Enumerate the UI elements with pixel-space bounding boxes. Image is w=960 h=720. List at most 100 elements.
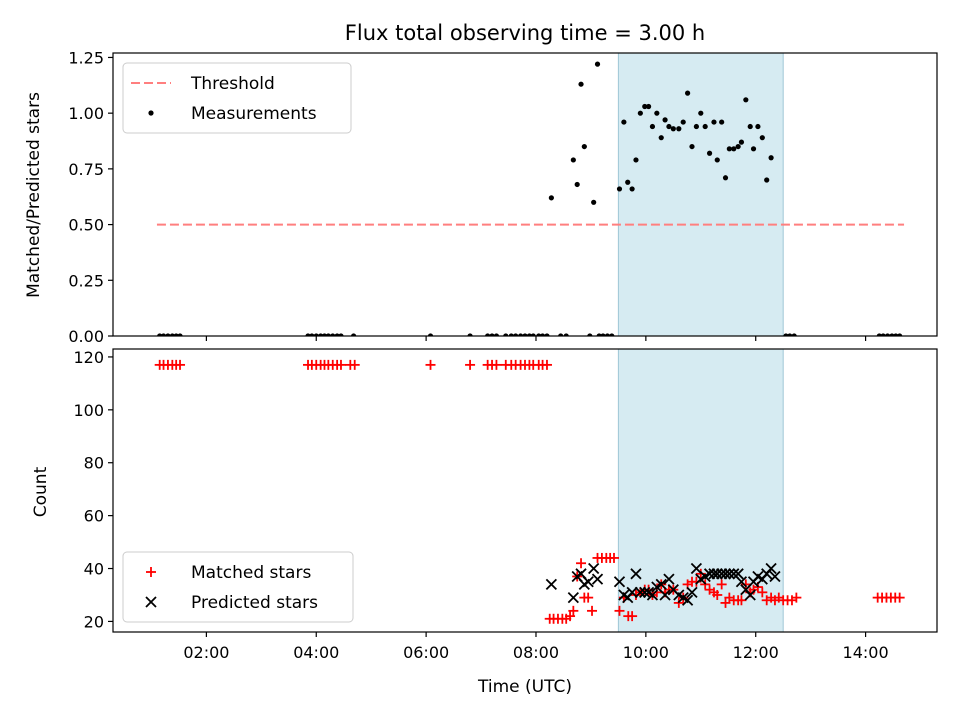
measurement-point	[726, 146, 732, 152]
matched-stars-point	[740, 579, 751, 590]
chart-title: Flux total observing time = 3.00 h	[345, 21, 705, 45]
axes-frame	[112, 52, 938, 337]
measurement-point	[750, 146, 757, 152]
measurement-point	[351, 333, 357, 336]
count-y-axis-label: Count	[31, 466, 51, 517]
x-b	[690, 562, 703, 575]
measurement-point	[706, 150, 713, 156]
predicted-stars-point	[765, 562, 777, 575]
measurement-point	[685, 90, 691, 96]
predicted-stars-point	[655, 578, 667, 591]
measurement-point	[621, 119, 627, 125]
measurement-point	[743, 97, 749, 103]
predicted-stars-point	[744, 589, 756, 601]
legend-box	[122, 551, 354, 623]
predicted-stars-point	[582, 576, 594, 588]
matched-stars-point	[541, 359, 552, 370]
y-tick-label: 0.50	[68, 216, 104, 235]
matched-stars-point	[335, 359, 346, 370]
measurement-point	[876, 333, 882, 336]
predicted-stars-point	[681, 594, 694, 606]
ratio-panel: 0.00 0.25 0.50 0.75 1.00 1.25 Threshold Measure…	[68, 48, 938, 346]
measurement-point	[680, 119, 686, 125]
y-tick-label: 20	[84, 612, 104, 631]
measurement-point	[485, 333, 491, 336]
plot-area	[154, 359, 905, 624]
measurement-point	[544, 333, 550, 336]
x-b	[588, 562, 600, 575]
axes-frame	[112, 348, 938, 633]
measurement-point	[574, 181, 580, 188]
legend-x-b	[145, 596, 157, 608]
measurement-point	[689, 143, 695, 150]
measurement-point	[548, 195, 554, 201]
measurement-point	[313, 333, 319, 336]
measurement-point	[738, 139, 745, 145]
x-b	[732, 568, 744, 580]
matched-stars-point	[583, 592, 594, 603]
matched-stars-point	[175, 359, 186, 370]
predicted-stars-point	[591, 573, 604, 585]
x-b	[673, 589, 685, 601]
measurement-point	[177, 333, 183, 336]
measurement-point	[666, 123, 672, 130]
measurement-point	[735, 143, 741, 150]
legend-label: Predicted stars	[191, 593, 318, 613]
measurement-point	[169, 333, 175, 336]
measurement-point	[427, 333, 434, 336]
measurement-point	[722, 175, 729, 181]
measurement-point	[747, 123, 753, 130]
matched-stars-point	[425, 359, 436, 370]
measurement-point	[305, 333, 311, 336]
measurement-point	[508, 333, 514, 336]
x-b	[744, 589, 756, 601]
measurement-point	[889, 333, 895, 336]
measurement-point	[702, 123, 708, 130]
predicted-stars-point	[630, 568, 642, 580]
y-tick-label: 0.00	[68, 327, 104, 346]
x-b	[711, 568, 723, 580]
predicted-stars-point	[732, 568, 744, 580]
measurement-point	[596, 333, 602, 336]
measurement-point	[518, 333, 524, 336]
predicted-stars-point	[719, 568, 732, 580]
x-b	[655, 578, 667, 591]
measurement-point	[711, 119, 717, 125]
predicted-stars-point	[646, 589, 659, 601]
measurement-point	[503, 333, 509, 336]
y-tick-label: 60	[84, 507, 104, 526]
y-tick-label: 1.25	[68, 48, 104, 67]
x-b	[639, 586, 651, 598]
x-tick-label: 02:00	[183, 643, 229, 662]
x-b	[591, 573, 604, 585]
matched-stars-point	[349, 359, 360, 370]
x-b	[728, 568, 740, 580]
legend-box	[122, 62, 352, 134]
measurement-point	[693, 123, 699, 130]
measurement-point	[563, 333, 569, 336]
measurement-point	[893, 333, 899, 336]
x-tick-label: 14:00	[843, 643, 889, 662]
x-b	[663, 573, 675, 585]
measurement-point	[526, 333, 532, 336]
measurement-point	[637, 110, 643, 116]
measurement-point	[318, 333, 324, 336]
x-tick-label: 06:00	[403, 643, 449, 662]
measurement-point	[338, 333, 344, 336]
matched-stars-point	[757, 587, 768, 598]
x-tick-label: 12:00	[733, 643, 779, 662]
measurement-point	[768, 155, 774, 161]
matched-stars-point	[614, 605, 625, 616]
matched-stars-point	[720, 597, 731, 608]
measurement-point	[884, 333, 891, 336]
x-b	[575, 568, 587, 580]
count-panel: 20 40 60 80 100 120 02:00 04:00 06:00 08:00 10:00 1…	[73, 348, 938, 662]
measurement-point	[604, 333, 610, 336]
x-b	[765, 562, 777, 575]
measurement-point	[616, 186, 623, 192]
y-tick-label: 1.00	[68, 104, 104, 123]
measurement-point	[755, 123, 761, 130]
y-tick-label: 0.25	[68, 271, 104, 290]
x-b	[582, 576, 594, 588]
measurement-point	[897, 333, 903, 336]
